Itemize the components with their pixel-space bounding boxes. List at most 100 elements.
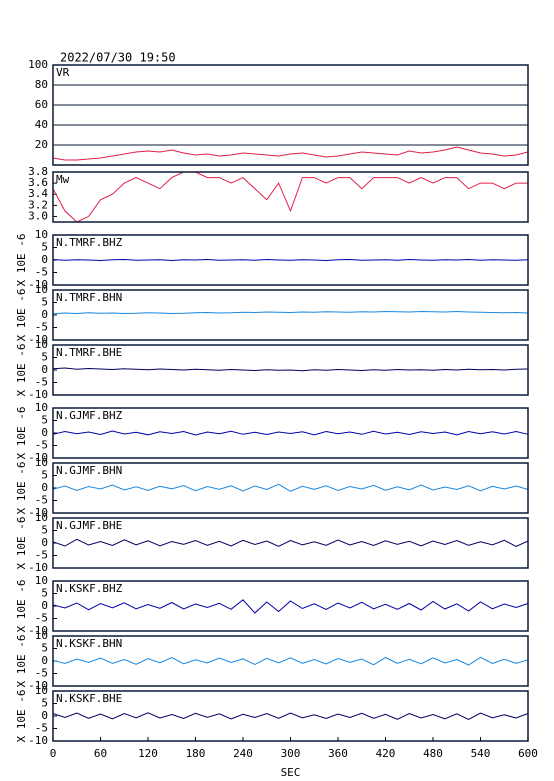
y-tick-label: 3.2 [28, 198, 48, 211]
panel-title: N.GJMF.BHE [56, 519, 122, 532]
panel-title: N.KSKF.BHN [56, 637, 122, 650]
panel-frame [52, 407, 529, 459]
y-tick-label: 0 [41, 536, 48, 549]
trace [52, 538, 529, 548]
panel-title: VR [56, 66, 70, 79]
x-tick-label: 0 [50, 747, 57, 760]
y-tick-label: 10 [35, 338, 48, 351]
y-tick-label: -5 [35, 266, 48, 279]
x-tick-label: 360 [328, 747, 348, 760]
y-tick-label: 5 [41, 241, 48, 254]
y-tick-label: 10 [35, 684, 48, 697]
date-title: 2022/07/30 19:50 [60, 51, 176, 65]
y-axis-label: X 10E -6 [15, 407, 28, 460]
trace [52, 483, 529, 492]
x-tick-label: 600 [518, 747, 538, 760]
y-tick-label: 5 [41, 296, 48, 309]
y-tick-label: -10 [28, 506, 48, 519]
y-tick-label: 0 [41, 253, 48, 266]
y-axis-label: X 10E -6 [15, 690, 28, 743]
y-tick-label: 10 [35, 283, 48, 296]
x-tick-label: 60 [94, 747, 107, 760]
y-tick-label: -10 [28, 624, 48, 637]
y-axis-label: X 10E -6 [15, 635, 28, 688]
y-axis-label: X 10E -6 [15, 517, 28, 570]
y-tick-label: -5 [35, 494, 48, 507]
panel-frame [52, 690, 529, 742]
y-axis-label: X 10E -6 [15, 289, 28, 342]
trace [52, 430, 529, 436]
y-tick-label: 3.0 [28, 209, 48, 222]
panel-title: N.GJMF.BHN [56, 464, 122, 477]
y-tick-label: 5 [41, 414, 48, 427]
x-tick-label: 120 [138, 747, 158, 760]
y-tick-label: 10 [35, 511, 48, 524]
trace [52, 712, 529, 721]
trace [52, 146, 529, 161]
y-tick-label: 60 [35, 98, 48, 111]
panel-title: N.TMRF.BHN [56, 291, 122, 304]
trace [52, 171, 528, 223]
y-tick-label: 10 [35, 228, 48, 241]
y-tick-label: -10 [28, 679, 48, 692]
panel-frame [52, 462, 529, 514]
y-tick-label: -5 [35, 321, 48, 334]
y-tick-label: 0 [41, 654, 48, 667]
y-tick-label: 0 [41, 308, 48, 321]
y-axis-label: X 10E -6 [15, 580, 28, 633]
y-tick-label: 5 [41, 524, 48, 537]
y-tick-label: 10 [35, 574, 48, 587]
y-tick-label: -10 [28, 561, 48, 574]
y-axis-label: X 10E -6 [15, 234, 28, 287]
y-tick-label: 0 [41, 363, 48, 376]
y-tick-label: -10 [28, 333, 48, 346]
y-tick-label: 0 [41, 481, 48, 494]
y-tick-label: 5 [41, 642, 48, 655]
panel-frame [52, 289, 529, 341]
panel-frame [52, 171, 529, 223]
x-tick-label: 300 [281, 747, 301, 760]
y-tick-label: -5 [35, 376, 48, 389]
y-axis-label: X 10E -6 [15, 462, 28, 515]
trace [52, 367, 529, 372]
trace [52, 599, 529, 614]
panel-title: N.GJMF.BHZ [56, 409, 123, 422]
y-tick-label: -5 [35, 549, 48, 562]
y-tick-label: -5 [35, 439, 48, 452]
y-tick-label: 10 [35, 629, 48, 642]
y-tick-label: 0 [41, 599, 48, 612]
x-tick-label: 240 [233, 747, 253, 760]
y-tick-label: 5 [41, 351, 48, 364]
y-tick-label: 3.6 [28, 176, 48, 189]
trace [52, 258, 529, 262]
x-tick-label: 540 [471, 747, 491, 760]
y-tick-label: -10 [28, 451, 48, 464]
panel-title: Mw [56, 173, 70, 186]
y-tick-label: -10 [28, 388, 48, 401]
panel-frame [52, 344, 529, 396]
y-tick-label: -5 [35, 612, 48, 625]
trace [52, 310, 529, 315]
panel-frame [52, 517, 529, 569]
panel-title: N.KSKF.BHE [56, 692, 122, 705]
trace [52, 656, 529, 666]
y-tick-label: 10 [35, 401, 48, 414]
panel-title: N.KSKF.BHZ [56, 582, 123, 595]
y-tick-label: -10 [28, 278, 48, 291]
y-tick-label: 3.4 [28, 187, 48, 200]
panel-frame [52, 635, 529, 687]
y-tick-label: 3.8 [28, 165, 48, 178]
panel-frame [52, 64, 529, 166]
panel-frame [52, 234, 529, 286]
panel-title: N.TMRF.BHZ [56, 236, 123, 249]
y-tick-label: -10 [28, 734, 48, 747]
y-tick-label: 40 [35, 118, 48, 131]
y-tick-label: 5 [41, 697, 48, 710]
y-tick-label: 0 [41, 426, 48, 439]
y-tick-label: 5 [41, 469, 48, 482]
panel-title: N.TMRF.BHE [56, 346, 122, 359]
y-tick-label: 10 [35, 456, 48, 469]
y-tick-label: 0 [41, 709, 48, 722]
x-tick-label: 180 [186, 747, 206, 760]
